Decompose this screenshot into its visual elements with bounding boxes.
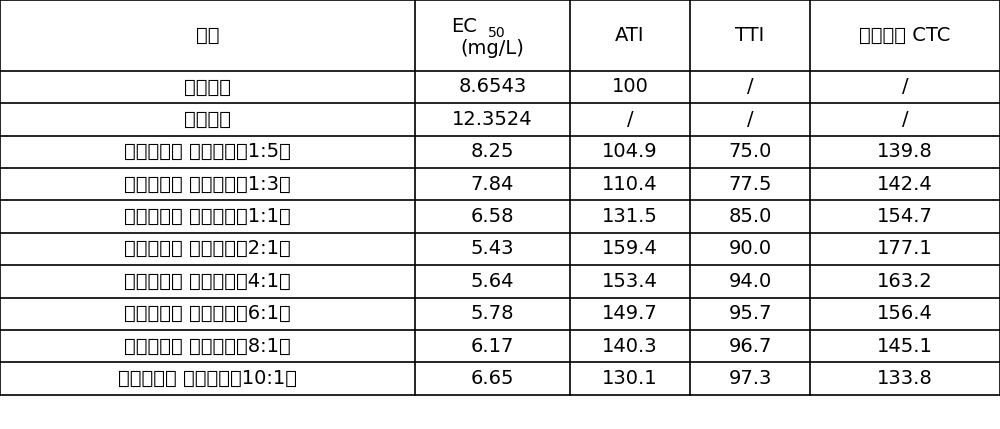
Text: 75.0: 75.0 <box>728 142 772 161</box>
Text: 共毒系数 CTC: 共毒系数 CTC <box>859 26 951 45</box>
Text: 6.65: 6.65 <box>471 369 514 388</box>
Text: 四氟醚唠: 四氟醚唠 <box>184 78 231 97</box>
Text: 154.7: 154.7 <box>877 207 933 226</box>
Text: 四氟醚唠： 丙氧呶啊（6:1）: 四氟醚唠： 丙氧呶啊（6:1） <box>124 304 291 323</box>
Text: 77.5: 77.5 <box>728 175 772 193</box>
Text: 8.25: 8.25 <box>471 142 514 161</box>
Text: 142.4: 142.4 <box>877 175 933 193</box>
Text: 131.5: 131.5 <box>602 207 658 226</box>
Text: 5.78: 5.78 <box>471 304 514 323</box>
Text: 12.3524: 12.3524 <box>452 110 533 129</box>
Text: 四氟醚唠： 丙氧呶啊（2:1）: 四氟醚唠： 丙氧呶啊（2:1） <box>124 239 291 258</box>
Text: /: / <box>747 78 753 97</box>
Text: 97.3: 97.3 <box>728 369 772 388</box>
Text: 94.0: 94.0 <box>728 272 772 291</box>
Text: TTI: TTI <box>735 26 765 45</box>
Text: 7.84: 7.84 <box>471 175 514 193</box>
Text: 处理: 处理 <box>196 26 219 45</box>
Text: /: / <box>902 110 908 129</box>
Text: 6.58: 6.58 <box>471 207 514 226</box>
Text: (mg/L): (mg/L) <box>461 39 524 57</box>
Text: 四氟醚唠： 丙氧呶啊（4:1）: 四氟醚唠： 丙氧呶啊（4:1） <box>124 272 291 291</box>
Text: 丙氧呶啊: 丙氧呶啊 <box>184 110 231 129</box>
Text: 5.43: 5.43 <box>471 239 514 258</box>
Text: 95.7: 95.7 <box>728 304 772 323</box>
Text: 130.1: 130.1 <box>602 369 658 388</box>
Text: 四氟醚唠： 丙氧呶啊（10:1）: 四氟醚唠： 丙氧呶啊（10:1） <box>118 369 297 388</box>
Text: ATI: ATI <box>615 26 645 45</box>
Text: 50: 50 <box>487 26 505 39</box>
Text: 85.0: 85.0 <box>728 207 772 226</box>
Text: /: / <box>747 110 753 129</box>
Text: 139.8: 139.8 <box>877 142 933 161</box>
Text: 四氟醚唠： 丙氧呶啊（8:1）: 四氟醚唠： 丙氧呶啊（8:1） <box>124 337 291 356</box>
Text: 100: 100 <box>612 78 648 97</box>
Text: 104.9: 104.9 <box>602 142 658 161</box>
Text: 四氟醚唠： 丙氧呶啊（1:5）: 四氟醚唠： 丙氧呶啊（1:5） <box>124 142 291 161</box>
Text: 110.4: 110.4 <box>602 175 658 193</box>
Text: /: / <box>627 110 633 129</box>
Text: 156.4: 156.4 <box>877 304 933 323</box>
Text: 177.1: 177.1 <box>877 239 933 258</box>
Text: 6.17: 6.17 <box>471 337 514 356</box>
Text: 145.1: 145.1 <box>877 337 933 356</box>
Text: 四氟醚唠： 丙氧呶啊（1:1）: 四氟醚唠： 丙氧呶啊（1:1） <box>124 207 291 226</box>
Text: 163.2: 163.2 <box>877 272 933 291</box>
Text: 149.7: 149.7 <box>602 304 658 323</box>
Text: 140.3: 140.3 <box>602 337 658 356</box>
Text: 四氟醚唠： 丙氧呶啊（1:3）: 四氟醚唠： 丙氧呶啊（1:3） <box>124 175 291 193</box>
Text: 159.4: 159.4 <box>602 239 658 258</box>
Text: 90.0: 90.0 <box>728 239 772 258</box>
Text: 5.64: 5.64 <box>471 272 514 291</box>
Text: 153.4: 153.4 <box>602 272 658 291</box>
Text: 133.8: 133.8 <box>877 369 933 388</box>
Text: /: / <box>902 78 908 97</box>
Text: 96.7: 96.7 <box>728 337 772 356</box>
Text: 8.6543: 8.6543 <box>458 78 527 97</box>
Text: EC: EC <box>452 17 478 36</box>
